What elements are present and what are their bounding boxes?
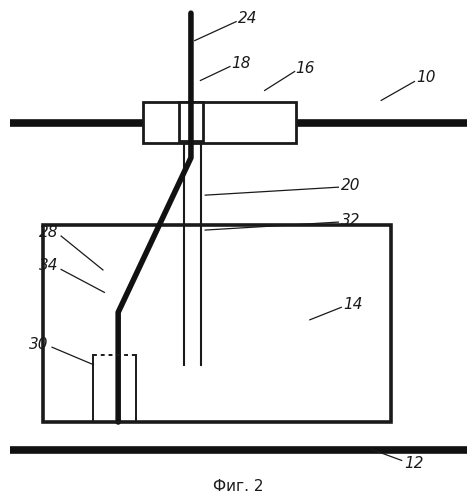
Text: 20: 20 — [340, 178, 359, 192]
Text: 18: 18 — [231, 56, 250, 70]
Text: 28: 28 — [39, 225, 58, 240]
Text: 34: 34 — [39, 258, 58, 274]
Text: 12: 12 — [404, 456, 423, 471]
Text: 14: 14 — [342, 298, 362, 312]
Text: 30: 30 — [29, 337, 49, 352]
Bar — [43, 225, 390, 422]
Text: 24: 24 — [238, 10, 257, 26]
Text: Фиг. 2: Фиг. 2 — [213, 480, 263, 494]
Bar — [178, 102, 202, 142]
Text: 16: 16 — [295, 60, 314, 76]
Text: 32: 32 — [340, 212, 359, 228]
Bar — [143, 102, 295, 143]
Text: 10: 10 — [416, 70, 435, 86]
